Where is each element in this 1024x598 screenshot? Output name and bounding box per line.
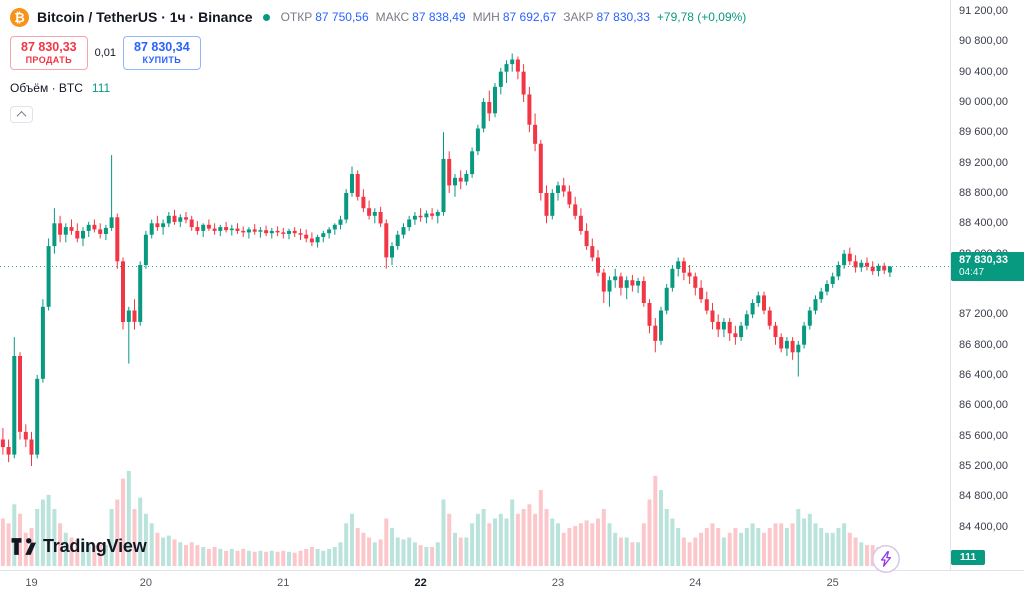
sell-button[interactable]: 87 830,33 ПРОДАТЬ <box>10 36 88 70</box>
low-value: 87 692,67 <box>502 10 557 24</box>
bitcoin-icon: ₿ <box>10 7 29 27</box>
sell-button-label: ПРОДАТЬ <box>25 55 73 65</box>
high-label: МАКС <box>375 10 410 24</box>
tradingview-watermark[interactable]: TradingView <box>10 536 147 557</box>
time-tick: 19 <box>25 577 38 589</box>
price-tick: 88 800,00 <box>959 187 1008 199</box>
watermark-text: TradingView <box>43 536 147 556</box>
market-status-dot[interactable] <box>262 13 270 21</box>
buy-button-label: КУПИТЬ <box>142 55 182 65</box>
price-tick: 87 200,00 <box>959 308 1008 321</box>
price-tick: 85 600,00 <box>959 429 1008 442</box>
collapse-legend-button[interactable] <box>10 106 33 123</box>
volume-axis-flag: 111 <box>951 549 985 565</box>
current-price-value: 87 830,33 <box>959 254 1008 266</box>
volume-indicator-value: 111 <box>91 81 111 95</box>
price-tick: 90 000,00 <box>959 96 1008 108</box>
open-value: 87 750,56 <box>315 10 369 24</box>
low-label: МИН <box>472 10 500 24</box>
buy-button[interactable]: 87 830,34 КУПИТЬ <box>123 36 201 70</box>
price-tick: 88 400,00 <box>959 217 1008 230</box>
chart-pane[interactable]: ₿ Bitcoin / TetherUS · 1ч · Binance ОТКР… <box>0 0 950 570</box>
close-value: 87 830,33 <box>596 10 650 24</box>
candlestick-chart[interactable] <box>0 0 950 570</box>
volume-indicator-row: Объём · BTC 111 <box>10 81 746 95</box>
time-tick: 22 <box>414 577 427 589</box>
time-tick: 23 <box>551 577 565 589</box>
price-tick: 89 200,00 <box>959 156 1008 169</box>
change-value: +79,78 (+0,09%) <box>656 10 747 24</box>
symbol-title[interactable]: Bitcoin / TetherUS · 1ч · Binance <box>37 9 253 25</box>
open-label: ОТКР <box>280 10 313 24</box>
bar-countdown: 04:47 <box>959 267 985 278</box>
price-tick: 84 800,00 <box>959 490 1008 503</box>
time-tick: 21 <box>277 577 290 589</box>
sell-price: 87 830,33 <box>21 40 77 54</box>
tradingview-logo-icon <box>11 538 36 555</box>
time-tick: 20 <box>139 577 153 589</box>
high-value: 87 838,49 <box>412 10 466 24</box>
close-label: ЗАКР <box>563 10 594 24</box>
buy-price: 87 830,34 <box>134 40 190 54</box>
volume-indicator-title[interactable]: Объём · BTC <box>10 81 83 95</box>
instant-trading-button[interactable] <box>871 544 901 574</box>
time-tick: 25 <box>826 577 839 589</box>
symbol-status-row: ₿ Bitcoin / TetherUS · 1ч · Binance ОТКР… <box>10 7 746 27</box>
time-axis[interactable]: 19 20 21 22 23 24 25 <box>0 570 1024 598</box>
price-tick: 90 400,00 <box>959 65 1008 78</box>
price-tick: 86 400,00 <box>959 369 1008 381</box>
spread-value: 0,01 <box>94 47 117 59</box>
legend-panel: ₿ Bitcoin / TetherUS · 1ч · Binance ОТКР… <box>10 7 746 123</box>
price-tick: 90 800,00 <box>959 35 1008 48</box>
chevron-up-icon <box>16 110 27 121</box>
lightning-bolt-icon <box>872 545 900 573</box>
price-tick: 84 400,00 <box>959 520 1008 533</box>
time-tick: 24 <box>689 577 702 589</box>
price-tick: 85 200,00 <box>959 460 1008 472</box>
price-tick: 86 000,00 <box>959 399 1008 412</box>
price-axis[interactable]: 91 200,00 90 800,00 90 400,00 90 000,00 89 6… <box>950 0 1024 570</box>
current-price-flag: 87 830,33 04:47 <box>951 252 1024 281</box>
price-tick: 91 200,00 <box>959 5 1008 17</box>
trade-panel: 87 830,33 ПРОДАТЬ 0,01 87 830,34 КУПИТЬ <box>10 36 746 70</box>
price-tick: 86 800,00 <box>959 338 1008 351</box>
price-tick: 89 600,00 <box>959 126 1008 139</box>
